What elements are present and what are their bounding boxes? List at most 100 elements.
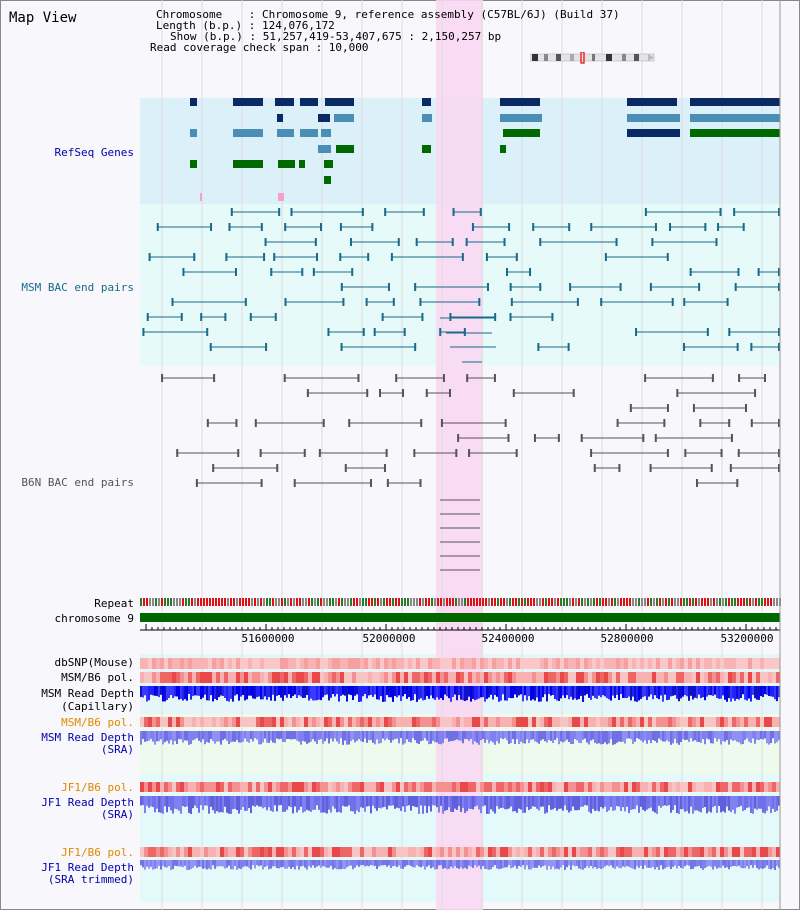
msm-pol-band (364, 672, 368, 683)
msm-capillary-depth (764, 686, 766, 695)
jf1-sra-depth (472, 796, 474, 810)
msm-sra-pol-band (172, 717, 176, 727)
dbsnp-band (712, 658, 716, 669)
msm-sra-pol-band (332, 717, 336, 727)
repeat-block (500, 598, 502, 606)
jf1-sra-depth (466, 796, 468, 812)
jf1-trimmed-depth (678, 860, 680, 867)
msm-capillary-depth (722, 686, 724, 696)
msm-capillary-depth (302, 686, 304, 698)
refseq-gene (190, 160, 197, 168)
msm-capillary-depth (608, 686, 610, 700)
repeat-block (743, 598, 745, 606)
jf1-trimmed-depth (538, 860, 540, 866)
dbsnp-band (460, 658, 464, 669)
jf1-trim-pol-band (540, 847, 544, 857)
jf1-pol-band (672, 782, 676, 792)
msm-sra-pol-band (584, 717, 588, 727)
msm-sra-pol-band (692, 717, 696, 727)
msm-capillary-depth (470, 686, 472, 702)
jf1-trimmed-depth (260, 860, 262, 866)
dbsnp-band (612, 658, 616, 669)
dbsnp-band (504, 658, 508, 669)
jf1-trim-pol-band (644, 847, 648, 857)
msm-capillary-depth (348, 686, 350, 695)
msm-capillary-depth (564, 686, 566, 699)
jf1-sra-depth (162, 796, 164, 814)
jf1-sra-depth (272, 796, 274, 812)
jf1-trimmed-depth (400, 860, 402, 869)
jf1-sra-depth (656, 796, 658, 814)
jf1-sra-depth (292, 796, 294, 814)
msm-capillary-depth (140, 686, 142, 697)
msm-bac-label[interactable]: MSM BAC end pairs (21, 281, 134, 294)
b6n-bac-label[interactable]: B6N BAC end pairs (21, 476, 134, 489)
jf1-sra-depth (452, 796, 454, 813)
dbsnp-band (688, 658, 692, 669)
msm-sra-depth (478, 731, 480, 745)
jf1-trimmed-depth (646, 860, 648, 868)
jf1-trim-pol-band (232, 847, 236, 857)
dbsnp-band (212, 658, 216, 669)
repeat-block (590, 598, 592, 606)
jf1-sra-depth (384, 796, 386, 807)
b6n-bac-pair (729, 464, 732, 472)
jf1-sra-depth (372, 796, 374, 806)
msm-sra-depth (548, 731, 550, 740)
repeat-block (569, 598, 571, 606)
msm-bac-pair (284, 223, 287, 231)
dbsnp-band (268, 658, 272, 669)
msm-sra-pol-band (652, 717, 656, 727)
jf1-sra-depth (154, 796, 156, 813)
jf1-sra-depth (542, 796, 544, 807)
jf1-trimmed-depth (698, 860, 700, 866)
jf1-sra-depth (290, 796, 292, 808)
msm-sra-depth (668, 731, 670, 742)
chromosome-ideogram[interactable] (530, 52, 656, 64)
msm-pol-band (316, 672, 320, 683)
jf1-sra-depth (614, 796, 616, 811)
jf1-sra-depth (344, 796, 346, 807)
jf1-sra-depth (340, 796, 342, 813)
b6n-bac-pair (322, 419, 325, 427)
msm-bac-pair (635, 328, 638, 336)
dbsnp-band (524, 658, 528, 669)
jf1-trimmed-depth (766, 860, 768, 866)
jf1-sra-depth (256, 796, 258, 806)
msm-sra-depth (726, 731, 728, 740)
msm-sra-depth (594, 731, 596, 743)
msm-capillary-depth (194, 686, 196, 696)
refseq-gene (627, 129, 680, 137)
refseq-gene (500, 98, 540, 106)
jf1-trimmed-depth (288, 860, 290, 867)
jf1-pol-band (176, 782, 180, 792)
jf1-sra-depth (434, 796, 436, 806)
dbsnp-band (772, 658, 776, 669)
jf1-trimmed-depth (232, 860, 234, 870)
msm-capillary-depth (146, 686, 148, 702)
msm-pol-band (536, 672, 540, 683)
jf1-sra-depth (160, 796, 162, 813)
jf1-sra-depth (188, 796, 190, 813)
jf1-trim-pol-band (332, 847, 336, 857)
jf1-sra-depth (646, 796, 648, 810)
msm-sra-pol-band (440, 717, 444, 727)
msm-pol-band (524, 672, 528, 683)
msm-sra-pol-band (256, 717, 260, 727)
repeat-block (218, 598, 220, 606)
msm-pol-band (256, 672, 260, 683)
dbsnp-band (644, 658, 648, 669)
refseq-genes-label[interactable]: RefSeq Genes (54, 146, 134, 159)
jf1-trimmed-depth (474, 860, 476, 866)
jf1-trimmed-depth (148, 860, 150, 869)
repeat-block (359, 598, 361, 606)
msm-sra-pol-band (540, 717, 544, 727)
jf1-sra-depth (296, 796, 298, 813)
jf1-trimmed-depth (456, 860, 458, 868)
msm-sra-depth (698, 731, 700, 743)
msm-capillary-depth (198, 686, 200, 696)
msm-bac-pair (778, 283, 780, 291)
jf1-sra-depth (282, 796, 284, 812)
msm-bac-pair (671, 298, 674, 306)
